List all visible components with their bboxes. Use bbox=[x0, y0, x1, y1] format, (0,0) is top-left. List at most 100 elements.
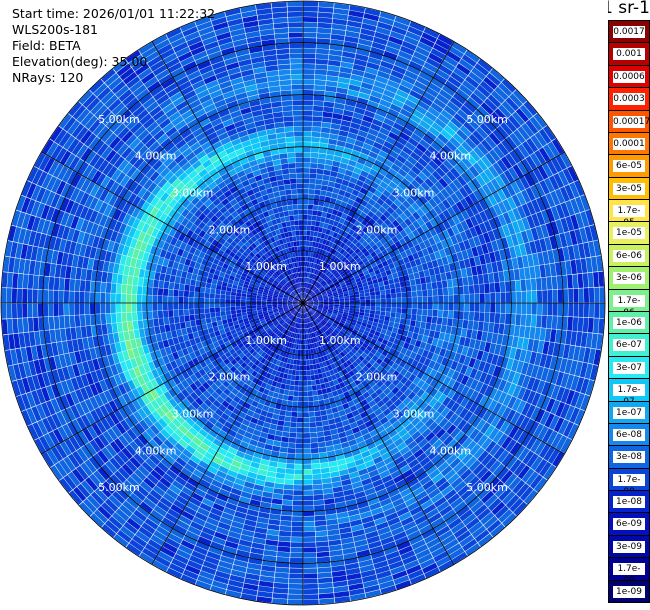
gate-cell bbox=[313, 95, 325, 101]
gate-cell bbox=[358, 92, 370, 100]
gate-cell bbox=[521, 158, 533, 173]
gate-cell bbox=[363, 270, 370, 276]
gate-cell bbox=[464, 229, 473, 240]
gate-cell bbox=[332, 322, 338, 328]
gate-cell bbox=[425, 322, 432, 330]
gate-cell bbox=[361, 23, 377, 32]
gate-cell bbox=[549, 235, 558, 250]
gate-cell bbox=[373, 80, 387, 89]
gate-cell bbox=[415, 235, 424, 244]
gate-cell bbox=[308, 283, 312, 289]
gate-cell bbox=[447, 206, 456, 217]
gate-cell bbox=[442, 386, 452, 397]
gate-cell bbox=[598, 271, 605, 287]
gate-cell bbox=[530, 474, 543, 489]
gate-cell bbox=[328, 308, 334, 311]
gate-cell bbox=[295, 453, 303, 459]
gate-cell bbox=[288, 437, 296, 443]
gate-cell bbox=[406, 308, 412, 315]
gate-cell bbox=[544, 237, 552, 251]
gate-cell bbox=[370, 90, 383, 99]
gate-cell bbox=[308, 199, 314, 205]
gate-cell bbox=[421, 283, 427, 291]
gate-cell bbox=[495, 175, 506, 188]
gate-cell bbox=[355, 266, 362, 272]
gate-cell bbox=[360, 325, 366, 331]
gate-cell bbox=[390, 70, 404, 80]
gate-cell bbox=[552, 342, 560, 357]
gate-cell bbox=[279, 452, 288, 458]
gate-cell bbox=[433, 205, 443, 215]
gate-cell bbox=[315, 421, 323, 427]
gate-cell bbox=[531, 392, 541, 407]
gate-cell bbox=[442, 219, 451, 230]
gate-cell bbox=[406, 291, 412, 298]
gate-cell bbox=[435, 273, 442, 282]
gate-cell bbox=[513, 129, 526, 144]
gate-cell bbox=[407, 94, 420, 105]
gate-cell bbox=[423, 239, 431, 248]
gate-cell bbox=[340, 157, 350, 165]
gate-cell bbox=[346, 329, 353, 334]
gate-cell bbox=[329, 318, 335, 323]
gate-cell bbox=[474, 381, 484, 393]
gate-cell bbox=[369, 329, 376, 335]
gate-cell bbox=[347, 20, 362, 28]
gate-cell bbox=[315, 525, 327, 532]
gate-cell bbox=[309, 427, 317, 433]
gate-cell bbox=[328, 327, 334, 333]
gate-cell bbox=[416, 124, 428, 135]
gate-cell bbox=[402, 146, 413, 156]
gate-cell bbox=[388, 168, 398, 177]
gate-cell bbox=[343, 311, 349, 315]
gate-cell bbox=[294, 469, 303, 475]
gate-cell bbox=[340, 281, 346, 286]
gate-cell bbox=[384, 198, 394, 207]
gate-cell bbox=[492, 430, 504, 444]
gate-cell bbox=[433, 98, 447, 109]
gate-cell bbox=[316, 48, 330, 55]
gate-cell bbox=[437, 113, 450, 125]
gate-cell bbox=[555, 219, 564, 234]
gate-cell bbox=[441, 59, 456, 72]
gate-cell bbox=[310, 369, 315, 376]
gate-cell bbox=[295, 370, 300, 376]
gate-cell bbox=[526, 303, 532, 315]
gate-cell bbox=[423, 358, 432, 367]
gate-cell bbox=[314, 520, 327, 527]
gate-cell bbox=[345, 331, 351, 337]
gate-cell bbox=[314, 189, 321, 195]
gate-cell bbox=[376, 154, 386, 163]
gate-cell bbox=[338, 206, 345, 213]
gate-cell bbox=[508, 324, 515, 336]
gate-cell bbox=[379, 214, 388, 222]
gate-cell bbox=[307, 375, 312, 381]
gate-cell bbox=[399, 281, 406, 288]
gate-cell bbox=[296, 360, 300, 365]
gate-cell bbox=[585, 257, 593, 273]
gate-cell bbox=[279, 410, 286, 416]
gate-cell bbox=[401, 303, 407, 309]
gate-cell bbox=[325, 240, 331, 246]
gate-cell bbox=[426, 316, 432, 323]
gate-cell bbox=[327, 224, 333, 230]
gate-cell bbox=[303, 209, 308, 215]
gate-cell bbox=[530, 456, 543, 471]
gate-cell bbox=[380, 230, 388, 238]
gate-cell bbox=[445, 325, 452, 334]
gate-cell bbox=[440, 109, 454, 121]
gate-cell bbox=[455, 269, 462, 279]
gate-cell bbox=[509, 132, 522, 147]
gate-cell bbox=[311, 385, 317, 391]
gate-cell bbox=[539, 328, 546, 341]
gate-cell bbox=[438, 383, 447, 394]
gate-cell bbox=[342, 250, 348, 257]
gate-cell bbox=[400, 79, 414, 90]
gate-cell bbox=[352, 64, 366, 72]
gate-cell bbox=[459, 407, 469, 419]
gate-cell bbox=[269, 513, 281, 521]
gate-cell bbox=[337, 260, 344, 267]
gate-cell bbox=[371, 244, 379, 251]
gate-cell bbox=[287, 400, 293, 407]
gate-cell bbox=[322, 483, 333, 489]
